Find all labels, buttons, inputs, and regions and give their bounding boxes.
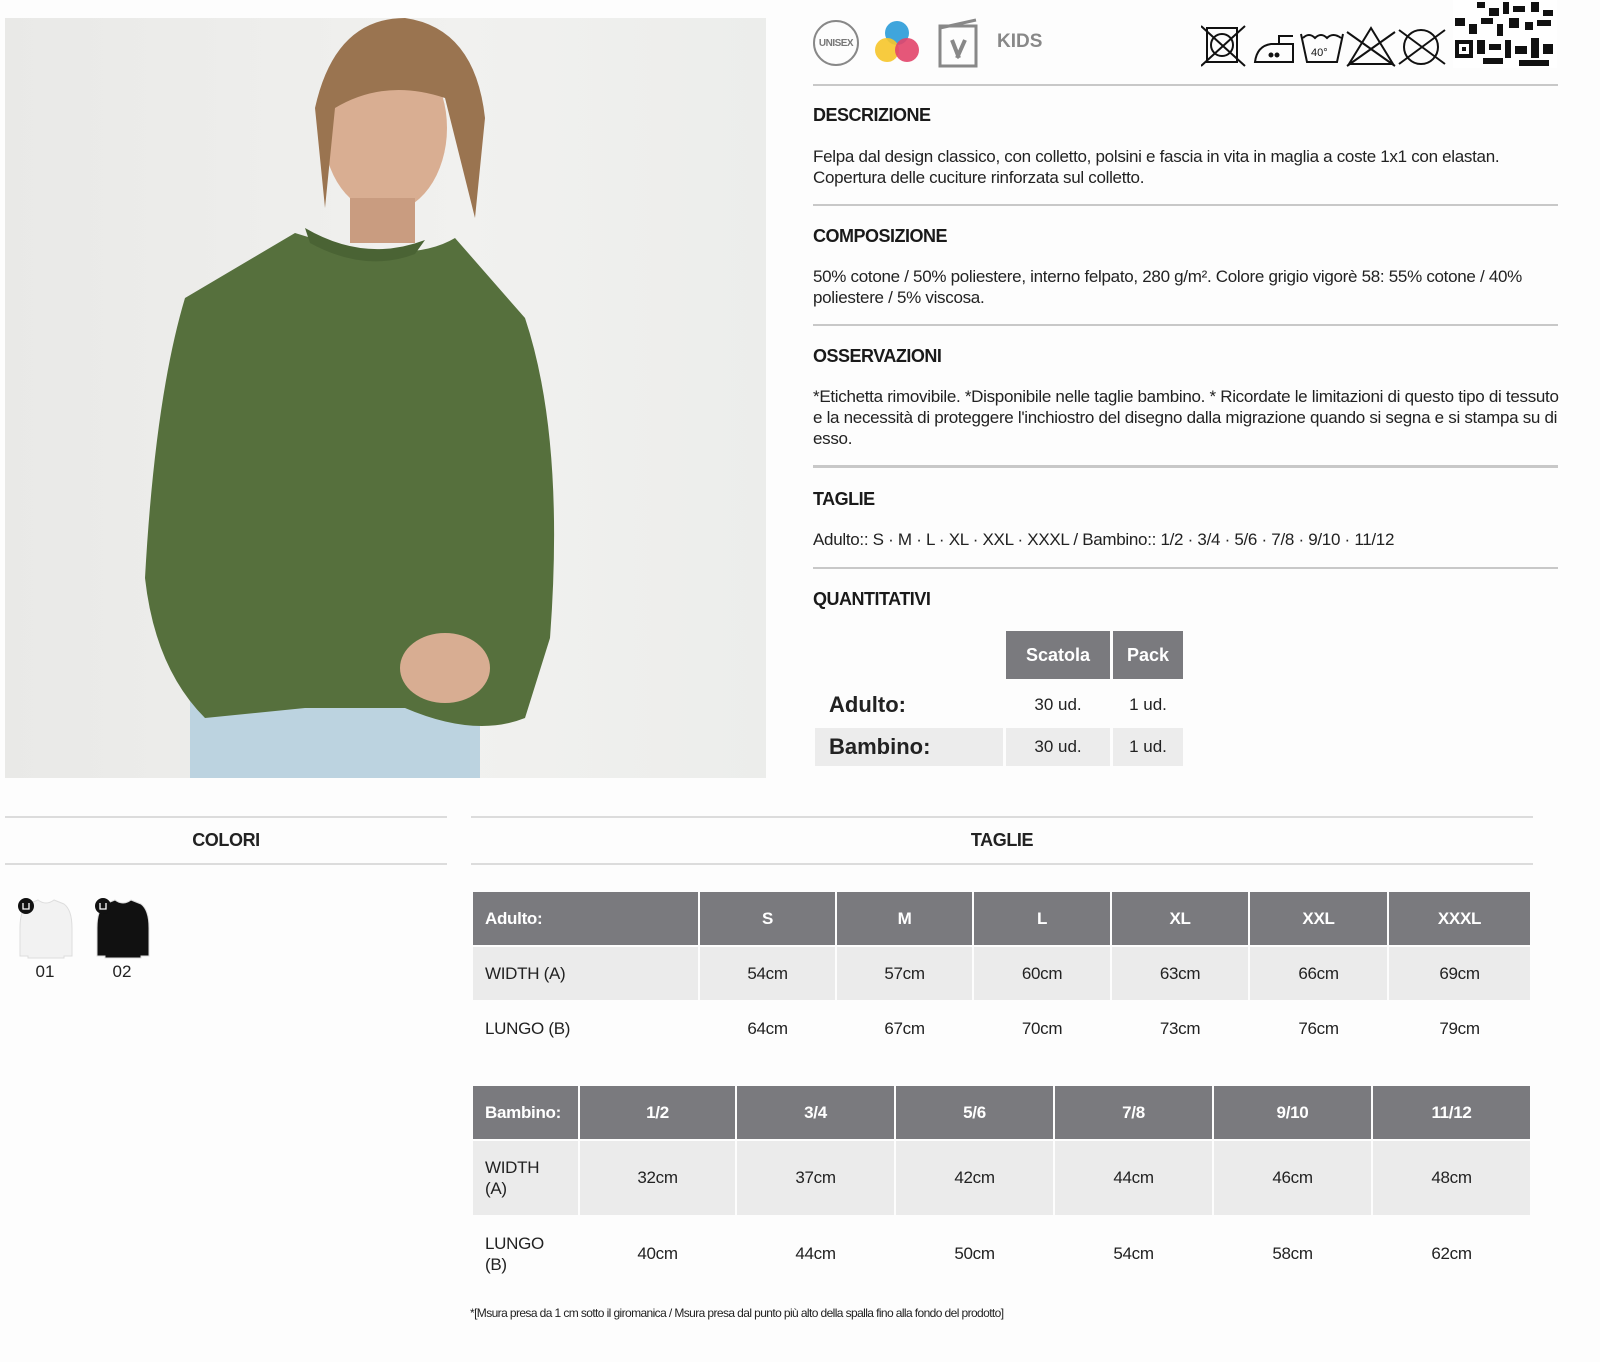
size-value: 37cm xyxy=(737,1141,894,1215)
descrizione-text: Felpa dal design classico, con colletto,… xyxy=(813,147,1500,187)
measure-label: LUNGO (B) xyxy=(485,1018,571,1038)
size-value: 57cm xyxy=(837,947,972,1000)
size-header: 9/10 xyxy=(1214,1086,1371,1139)
removable-label-icon xyxy=(938,18,978,68)
size-value: 73cm xyxy=(1159,1018,1201,1038)
product-photo xyxy=(5,18,766,778)
color-code: 01 xyxy=(35,962,55,981)
size-value: 54cm xyxy=(1113,1244,1154,1263)
kids-label: KIDS xyxy=(997,31,1043,52)
size-value: 46cm xyxy=(1214,1141,1371,1215)
divider xyxy=(813,204,1558,206)
size-header: S xyxy=(700,892,835,945)
child-size-table: Bambino: 1/2 3/4 5/6 7/8 9/10 11/12 WIDTH (A) 32… xyxy=(471,1084,1532,1293)
table-row: LUNGO (B) 64cm 67cm 70cm 73cm 76cm 79cm xyxy=(473,1002,1530,1055)
divider xyxy=(813,465,1558,468)
size-value: 76cm xyxy=(1298,1018,1339,1038)
size-value: 40cm xyxy=(637,1244,678,1263)
size-value: 50cm xyxy=(954,1244,995,1263)
measure-label: WIDTH (A) xyxy=(473,1141,578,1215)
row-label-bambino: Bambino: xyxy=(815,728,1003,766)
table-row: WIDTH (A) 32cm 37cm 42cm 44cm 46cm 48cm xyxy=(473,1141,1530,1215)
size-value: 54cm xyxy=(700,947,835,1000)
size-value: 63cm xyxy=(1112,947,1248,1000)
size-header: XXXL xyxy=(1389,892,1530,945)
size-value: 42cm xyxy=(896,1141,1053,1215)
no-tumble-dry-icon xyxy=(1201,25,1246,67)
osservazioni-text: *Etichetta rimovibile. *Disponibile nell… xyxy=(813,387,1559,448)
size-value: 48cm xyxy=(1373,1141,1530,1215)
taglie-info-title: TAGLIE xyxy=(813,489,875,509)
size-header: L xyxy=(974,892,1110,945)
header-scatola: Scatola xyxy=(1006,631,1110,679)
unisex-icon: UNISEX xyxy=(813,20,859,66)
size-header: Bambino: xyxy=(473,1086,578,1139)
no-dry-clean-icon xyxy=(1398,29,1446,65)
divider xyxy=(471,816,1533,818)
table-row: WIDTH (A) 54cm 57cm 60cm 63cm 66cm 69cm xyxy=(473,947,1530,1000)
wash-40-icon: 40° xyxy=(1300,33,1344,63)
color-code: 02 xyxy=(112,962,132,981)
adult-size-table: Adulto: S M L XL XXL XXXL WIDTH (A) 54cm 57cm 60cm… xyxy=(471,890,1532,1057)
size-header: 5/6 xyxy=(896,1086,1053,1139)
svg-text:40°: 40° xyxy=(1311,47,1328,59)
divider xyxy=(813,324,1558,326)
size-header: Adulto: xyxy=(473,892,698,945)
table-row: LUNGO (B) 40cm 44cm 50cm 54cm 58cm 62cm xyxy=(473,1217,1530,1291)
product-icons: UNISEX KIDS 40° xyxy=(813,0,1558,68)
quantitativi-title: QUANTITATIVI xyxy=(813,589,931,609)
size-value: 62cm xyxy=(1431,1244,1472,1263)
care-icons: 40° xyxy=(1201,25,1446,67)
size-header: XL xyxy=(1112,892,1248,945)
measure-label: WIDTH (A) xyxy=(473,947,698,1000)
descrizione-title: DESCRIZIONE xyxy=(813,105,931,125)
row-label-adulto: Adulto: xyxy=(829,692,906,717)
taglie-info-text: Adulto:: S · M · L · XL · XXL · XXXL / B… xyxy=(813,530,1395,549)
bambino-scatola: 30 ud. xyxy=(1006,728,1110,766)
size-header: XXL xyxy=(1250,892,1387,945)
size-header: 7/8 xyxy=(1055,1086,1212,1139)
divider xyxy=(5,863,447,865)
size-value: 60cm xyxy=(974,947,1110,1000)
iron-medium-icon xyxy=(1253,35,1294,63)
adulto-scatola: 30 ud. xyxy=(1034,695,1082,714)
size-value: 69cm xyxy=(1389,947,1530,1000)
size-header: M xyxy=(837,892,972,945)
no-bleach-icon xyxy=(1346,26,1396,67)
size-value: 66cm xyxy=(1250,947,1387,1000)
size-value: 79cm xyxy=(1439,1018,1480,1038)
colori-title: COLORI xyxy=(192,830,260,850)
taglie-title: TAGLIE xyxy=(970,830,1034,850)
measure-label: LUNGO (B) xyxy=(485,1234,544,1274)
composizione-text: 50% cotone / 50% poliestere, interno fel… xyxy=(813,267,1522,307)
size-value: 32cm xyxy=(580,1141,735,1215)
size-header: 11/12 xyxy=(1373,1086,1530,1139)
size-value: 67cm xyxy=(884,1018,925,1038)
color-swatch-01[interactable] xyxy=(18,898,74,960)
size-value: 44cm xyxy=(795,1244,836,1263)
bambino-pack: 1 ud. xyxy=(1113,728,1183,766)
header-pack: Pack xyxy=(1113,631,1183,679)
size-value: 64cm xyxy=(747,1018,788,1038)
composizione-title: COMPOSIZIONE xyxy=(813,226,948,246)
divider xyxy=(5,816,447,818)
size-header: 1/2 xyxy=(580,1086,735,1139)
size-header: 3/4 xyxy=(737,1086,894,1139)
adulto-pack: 1 ud. xyxy=(1129,695,1167,714)
qr-code[interactable] xyxy=(1453,0,1557,68)
color-swatch-02[interactable] xyxy=(95,898,151,960)
osservazioni-title: OSSERVAZIONI xyxy=(813,346,942,366)
size-value: 70cm xyxy=(1021,1018,1063,1038)
color-print-icon xyxy=(875,21,919,62)
size-value: 44cm xyxy=(1055,1141,1212,1215)
footnote: *[Msura presa da 1 cm sotto il giromanic… xyxy=(470,1306,1004,1320)
divider xyxy=(471,863,1533,865)
divider xyxy=(813,567,1558,569)
size-value: 58cm xyxy=(1272,1244,1313,1263)
divider xyxy=(813,84,1558,86)
